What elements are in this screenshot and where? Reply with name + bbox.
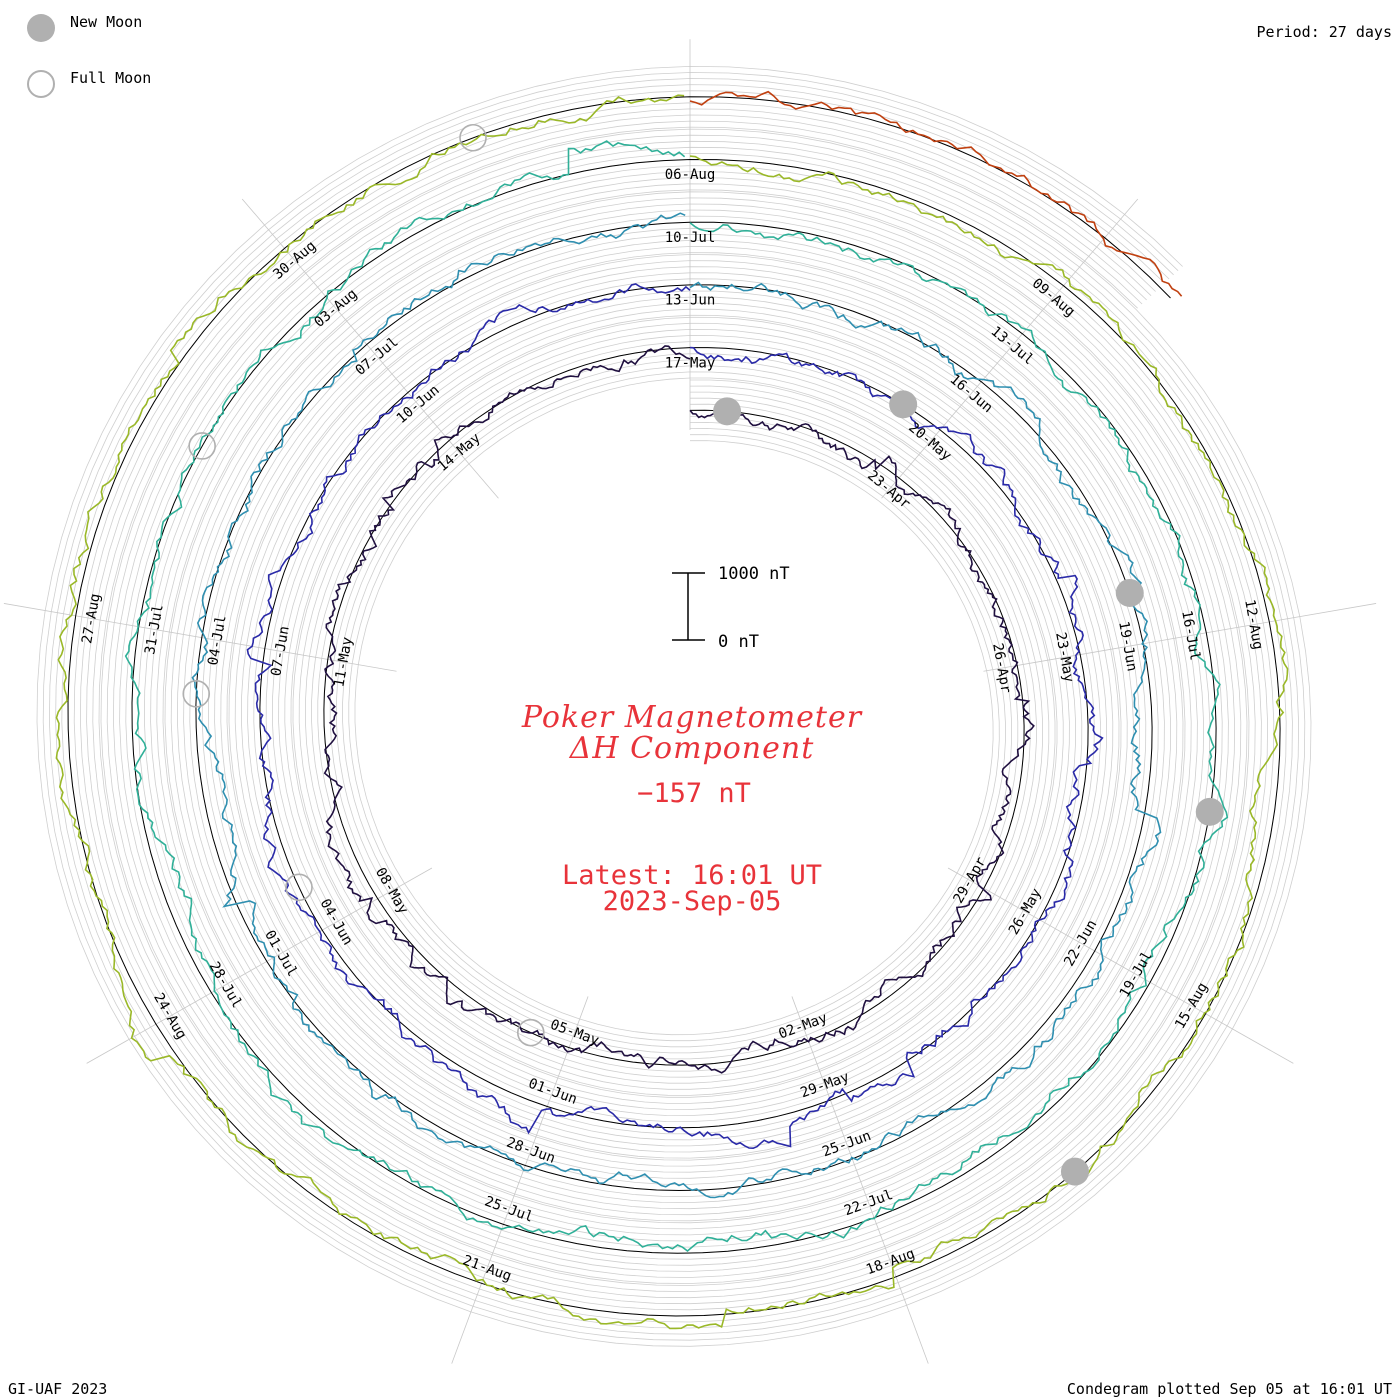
new-moon-icon	[1060, 1157, 1089, 1186]
legend-new-moon-label: New Moon	[70, 13, 143, 31]
date-tick-label: 10-Jul	[665, 230, 716, 246]
grid-spiral	[42, 72, 1306, 1341]
chart-subtitle: ΔH Component	[569, 731, 815, 766]
date-tick-label: 29-Apr	[950, 855, 989, 907]
latest-time: Latest: 16:01 UT	[562, 860, 822, 891]
date-tick-label: 01-Jun	[526, 1076, 579, 1108]
date-tick-label: 22-Jun	[1061, 917, 1100, 969]
spiral-baseline	[67, 96, 1281, 1317]
full-moon-key-icon	[27, 70, 55, 98]
current-value: −157 nT	[637, 778, 751, 809]
date-tick-label: 17-May	[665, 355, 716, 371]
date-tick-label: 13-Jun	[665, 293, 716, 309]
date-tick-label: 21-Aug	[460, 1252, 513, 1284]
radial-spokes	[3, 39, 1377, 1364]
legend-full-moon-label: Full Moon	[70, 69, 152, 87]
new-moon-icon	[713, 397, 742, 426]
radial-spoke	[451, 996, 589, 1364]
trace-segment	[689, 90, 1183, 297]
grid-spiral	[79, 108, 1269, 1305]
new-moon-icon	[1115, 578, 1144, 607]
date-tick-label: 04-Jul	[205, 614, 230, 667]
spiral-grid	[36, 65, 1312, 1347]
date-tick-label: 06-Aug	[665, 167, 716, 183]
grid-spiral	[73, 102, 1275, 1311]
period-label: Period: 27 days	[1256, 23, 1392, 41]
latest-date: 2023-Sep-05	[603, 886, 782, 917]
scale-top-label: 1000 nT	[718, 564, 790, 584]
scale-bar: 1000 nT 0 nT	[672, 564, 790, 652]
date-tick-label: 23-Apr	[864, 468, 913, 513]
grid-spiral	[36, 65, 1312, 1347]
moon-markers	[182, 123, 1224, 1186]
grid-spiral	[92, 120, 1256, 1293]
grid-spiral	[86, 114, 1262, 1299]
data-traces	[55, 90, 1289, 1330]
trace-segment	[55, 94, 1289, 1330]
date-tick-label: 28-Jun	[504, 1135, 557, 1167]
full-moon-icon	[182, 680, 211, 708]
radial-spoke	[86, 867, 433, 1064]
plotted-timestamp: Condegram plotted Sep 05 at 16:01 UT	[1066, 1380, 1392, 1398]
trace-segment	[323, 345, 1035, 1074]
new-moon-key-icon	[27, 14, 55, 42]
chart-title: Poker Magnetometer	[521, 700, 863, 735]
trace-segment	[191, 212, 1162, 1199]
date-tick-label: 25-Jul	[482, 1193, 535, 1225]
radial-spoke	[947, 867, 1294, 1064]
date-tick-label: 19-Jun	[1115, 620, 1140, 673]
credit-label: GI-UAF 2023	[8, 1380, 108, 1398]
full-moon-icon	[188, 432, 216, 460]
baseline-spiral	[67, 96, 1281, 1317]
grid-spiral	[98, 126, 1250, 1286]
grid-spiral	[61, 90, 1287, 1323]
scale-bottom-label: 0 nT	[718, 632, 759, 652]
full-moon-icon	[459, 123, 487, 152]
radial-spoke	[241, 198, 499, 499]
trace-segment	[124, 140, 1229, 1253]
new-moon-icon	[889, 390, 918, 419]
grid-spiral	[48, 78, 1300, 1335]
grid-spiral	[55, 84, 1293, 1329]
radial-spoke	[881, 198, 1139, 499]
radial-spoke	[983, 603, 1377, 672]
full-moon-icon	[285, 873, 313, 902]
full-moon-icon	[516, 1018, 545, 1047]
trace-segment	[246, 283, 1104, 1150]
new-moon-icon	[1195, 797, 1224, 826]
date-tick-label: 26-May	[1006, 886, 1045, 938]
date-tick-label: 02-May	[777, 1010, 830, 1042]
radial-spoke	[791, 996, 929, 1364]
